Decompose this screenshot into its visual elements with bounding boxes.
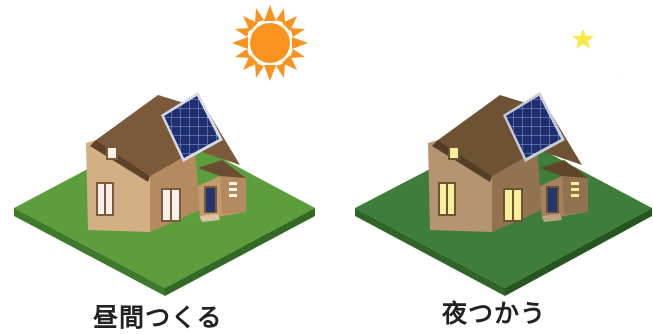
window [96, 182, 114, 216]
vent [229, 182, 237, 197]
night-caption: 夜つかう [442, 299, 547, 328]
window [161, 188, 181, 222]
window [503, 188, 523, 222]
house-icon [428, 92, 588, 232]
moon-icon [584, 14, 646, 78]
day-scene [14, 5, 315, 296]
vent [571, 182, 579, 197]
door [546, 186, 559, 213]
day-caption: 昼間つくる [93, 303, 223, 332]
house-icon [86, 92, 246, 232]
solar-panel-icon [503, 92, 565, 162]
sun-icon [232, 5, 308, 81]
door [204, 186, 217, 213]
window [448, 146, 460, 160]
star-icon [572, 29, 594, 49]
solar-panel-icon [161, 92, 223, 162]
window [106, 146, 118, 160]
window [438, 182, 456, 216]
night-scene [355, 14, 652, 296]
